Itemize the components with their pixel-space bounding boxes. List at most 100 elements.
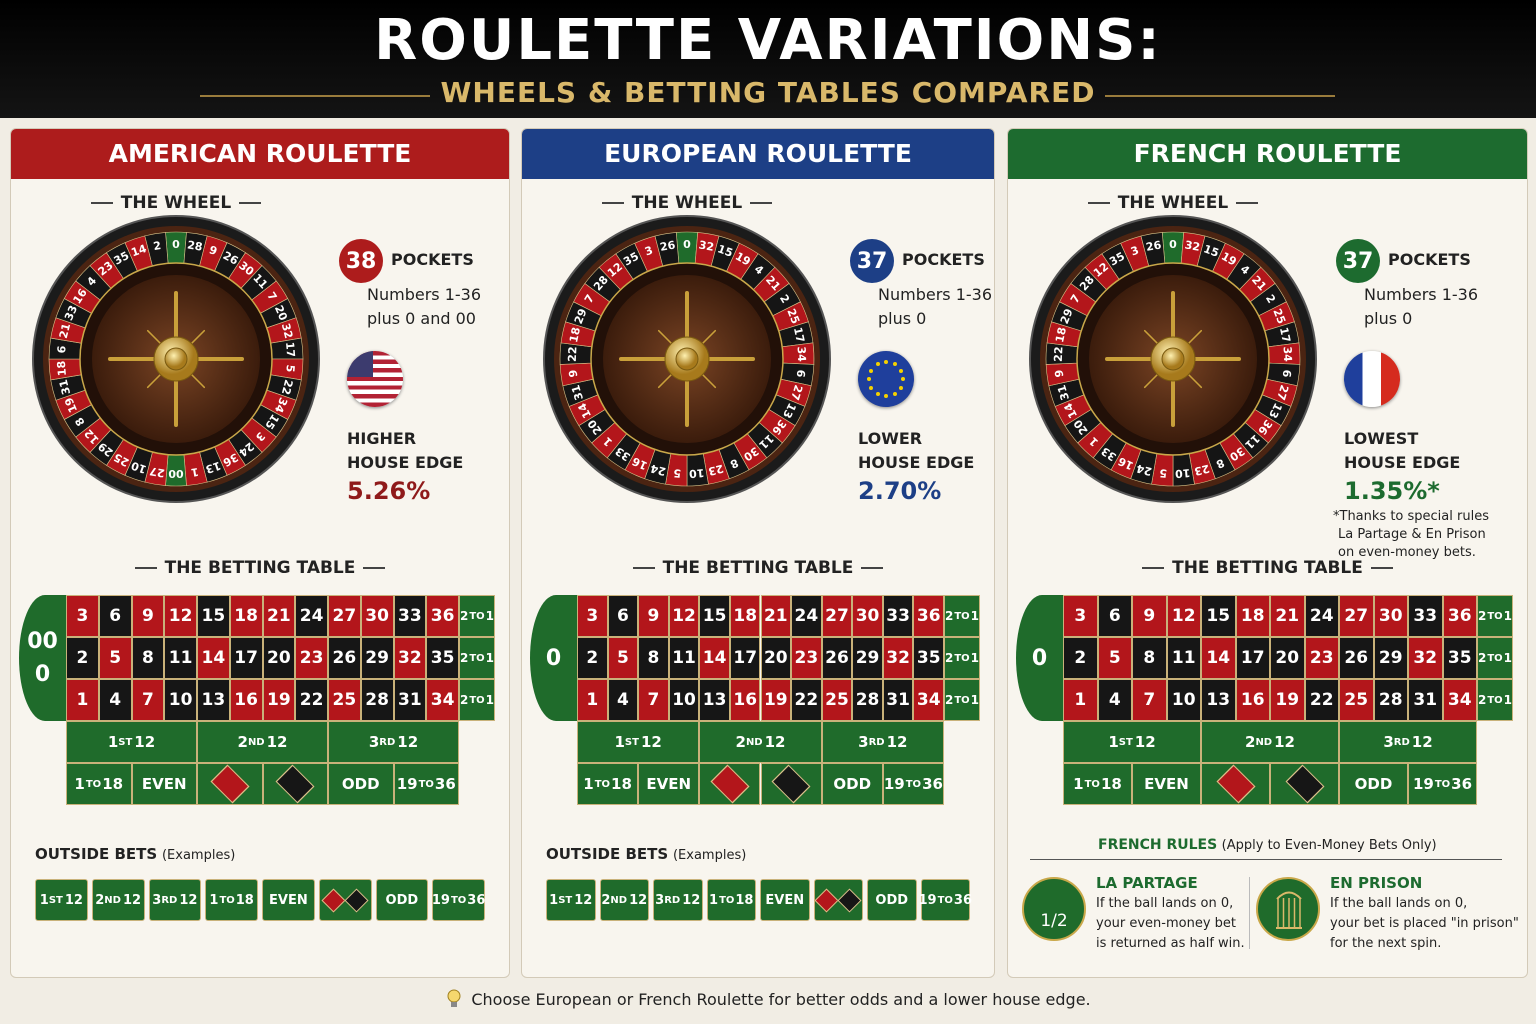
number-cell: 14 xyxy=(197,637,230,679)
number-cell: 8 xyxy=(1132,637,1167,679)
flag-star xyxy=(884,394,888,398)
even-money-bet xyxy=(262,763,328,805)
zero-label: 00 xyxy=(27,629,58,654)
pocket-number: 00 xyxy=(168,467,184,480)
even-money-bet: ODD xyxy=(328,763,394,805)
section-heading: THE BETTING TABLE xyxy=(1008,555,1527,581)
label-part: 36 xyxy=(467,892,486,908)
color-diamond xyxy=(1284,764,1325,804)
pocket-number: 23 xyxy=(707,462,725,478)
dozen-bet: 1 ST 12 xyxy=(577,721,700,763)
column-bet: 2 TO 1 xyxy=(1477,595,1513,637)
number-cell: 31 xyxy=(882,679,914,721)
pocket-number: 13 xyxy=(1266,401,1285,421)
label-part: 1 xyxy=(485,693,495,707)
number-cell: 21 xyxy=(1270,595,1305,637)
number-cell: 2 xyxy=(577,637,608,679)
number-cell: 29 xyxy=(360,637,394,679)
label-part: TO xyxy=(1084,778,1100,790)
pocket-number: 34 xyxy=(1281,346,1295,362)
outside-heading: OUTSIDE BETS xyxy=(35,845,158,863)
panel-title: AMERICAN ROULETTE xyxy=(11,129,509,179)
label-part: 18 xyxy=(735,892,754,908)
pocket-count-badge: 37 xyxy=(1336,239,1380,283)
color-diamond xyxy=(1215,764,1256,804)
rule xyxy=(1236,202,1259,204)
label-part: 2 xyxy=(601,892,611,908)
label-part: 2 xyxy=(1477,651,1487,665)
turret-cap xyxy=(675,347,699,371)
rule-text: your even-money bet xyxy=(1096,916,1237,931)
panel-title: FRENCH ROULETTE xyxy=(1008,129,1527,179)
outside-bet: 2 ND 12 xyxy=(91,879,145,921)
rule xyxy=(750,202,773,204)
pockets-note: plus 0 xyxy=(878,309,927,328)
edge-label: LOWER xyxy=(858,429,923,448)
label-part: 1 xyxy=(709,892,719,908)
number-cell: 10 xyxy=(668,679,700,721)
dozen-bet: 2 ND 12 xyxy=(1201,721,1339,763)
footnote: La Partage & En Prison xyxy=(1338,527,1486,542)
label-part: 12 xyxy=(682,892,701,908)
flag-star xyxy=(884,360,888,364)
rule xyxy=(239,202,262,204)
label-part: TO xyxy=(450,894,467,906)
even-money-bet xyxy=(760,763,822,805)
label-part: 12 xyxy=(886,733,908,751)
label-part: ODD xyxy=(875,892,909,908)
number-cell: 12 xyxy=(164,595,197,637)
rule xyxy=(1087,202,1110,204)
label-part: 2 xyxy=(95,892,105,908)
label-part: 19 xyxy=(918,892,937,908)
label-part: TO xyxy=(905,778,922,790)
label-part: 12 xyxy=(134,733,156,751)
divider xyxy=(1105,95,1335,97)
number-cell: 19 xyxy=(760,679,792,721)
label-part: 2 xyxy=(944,651,954,665)
number-cell: 30 xyxy=(1373,595,1408,637)
dozen-bet: 3 RD 12 xyxy=(1339,721,1477,763)
label-part: ODD xyxy=(385,892,419,908)
pocket-number: 10 xyxy=(1174,466,1191,480)
number-cell: 33 xyxy=(1408,595,1443,637)
label-part: RD xyxy=(161,894,178,906)
even-money-bet: 19 TO 36 xyxy=(882,763,944,805)
number-cell: 32 xyxy=(393,637,427,679)
label-part: 12 xyxy=(1274,733,1295,751)
icon-label: 1/2 xyxy=(1040,911,1068,931)
number-cell: 31 xyxy=(393,679,427,721)
number-cell: 9 xyxy=(131,595,165,637)
label-part: ODD xyxy=(1354,775,1393,793)
number-cell: 32 xyxy=(882,637,914,679)
number-cell: 6 xyxy=(98,595,132,637)
label-part: 12 xyxy=(764,733,786,751)
label-part: 36 xyxy=(1451,775,1473,793)
number-cell: 8 xyxy=(131,637,165,679)
flag-star xyxy=(901,377,905,381)
color-diamond xyxy=(344,887,369,913)
outside-bet: EVEN xyxy=(262,879,315,921)
label-part: ODD xyxy=(341,775,380,793)
number-cell: 28 xyxy=(852,679,883,721)
number-cell: 36 xyxy=(426,595,459,637)
label-part: 1 xyxy=(614,733,625,751)
label-part: 36 xyxy=(922,775,943,793)
pockets-note: plus 0 and 00 xyxy=(367,309,476,328)
label-part: EVEN xyxy=(646,775,692,793)
flag xyxy=(1344,351,1400,407)
label-part: 3 xyxy=(368,733,380,751)
label-part: TO xyxy=(469,694,485,706)
pocket-number: 16 xyxy=(630,454,650,472)
edge-label: LOWEST xyxy=(1344,429,1419,448)
number-cell: 15 xyxy=(197,595,230,637)
number-cell: 20 xyxy=(262,637,296,679)
cage xyxy=(1276,891,1302,929)
even-money-bet xyxy=(699,763,761,805)
pocket-number: 29 xyxy=(1058,307,1076,326)
label-part: ND xyxy=(610,894,628,906)
pocket-number: 15 xyxy=(716,242,735,259)
number-cell: 23 xyxy=(791,637,822,679)
pockets-note: plus 0 xyxy=(1364,309,1413,328)
even-money-bet: 1 TO 18 xyxy=(66,763,132,805)
flag-star xyxy=(867,377,871,381)
